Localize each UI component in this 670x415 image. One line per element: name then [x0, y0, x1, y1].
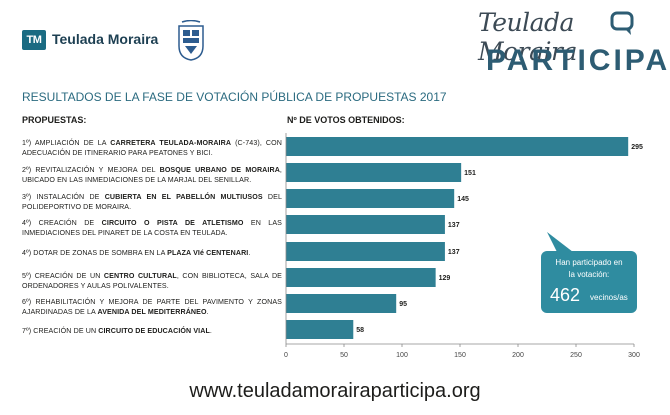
participation-callout	[541, 251, 637, 313]
speech-bubble-icon	[610, 11, 634, 35]
page-title: RESULTADOS DE LA FASE DE VOTACIÓN PÚBLIC…	[22, 90, 447, 104]
x-tick-label-100: 100	[396, 352, 408, 359]
participant-unit: vecinos/as	[590, 293, 628, 302]
proposal-rank: 7º)	[22, 327, 32, 335]
bar-2	[286, 163, 462, 182]
x-tick-label-0: 0	[284, 352, 288, 359]
proposal-highlight: BOSQUE URBANO DE MORAIRA	[159, 166, 280, 174]
proposal-rank: 3º)	[22, 193, 32, 201]
proposal-text-end: , UBICADO EN LAS INMEDIACIONES DE LA MAR…	[22, 166, 282, 184]
x-tick-label-250: 250	[570, 352, 582, 359]
bar-5	[286, 242, 445, 261]
logo-mark-letters: TM	[26, 34, 42, 46]
proposal-text: REHABILITACIÓN Y MEJORA DE PARTE DEL PAV…	[22, 298, 282, 316]
participa-script-logo: Teulada Moraira	[478, 8, 577, 66]
brand-name: Teulada Moraira	[52, 31, 159, 47]
x-tick-label-200: 200	[512, 352, 524, 359]
proposal-text: REVITALIZACIÓN Y MEJORA DEL	[35, 166, 160, 174]
town-seal-icon	[178, 20, 204, 61]
proposal-2: 2º) REVITALIZACIÓN Y MEJORA DEL BOSQUE U…	[22, 165, 282, 185]
proposal-highlight: CARRETERA TEULADA-MORAIRA	[110, 139, 232, 147]
proposal-text-end: .	[248, 249, 251, 257]
teulada-moraira-logo-mark	[22, 30, 46, 50]
callout-pointer	[547, 232, 573, 252]
proposal-text: CREACIÓN DE UN	[33, 327, 99, 335]
proposal-text: AMPLIACIÓN DE LA	[34, 139, 111, 147]
bar-value-label-4: 137	[448, 222, 460, 229]
proposal-1: 1º) AMPLIACIÓN DE LA CARRETERA TEULADA-M…	[22, 138, 282, 158]
proposal-rank: 5º)	[22, 272, 32, 280]
bar-8	[286, 320, 354, 339]
proposal-text: INSTALACIÓN DE	[36, 193, 105, 201]
bar-value-label-5: 137	[448, 249, 460, 256]
bar-1	[286, 137, 629, 156]
bar-3	[286, 189, 455, 208]
x-tick-label-150: 150	[454, 352, 466, 359]
proposal-text-end: .	[209, 327, 212, 335]
bar-value-label-8: 58	[356, 327, 364, 334]
proposal-4: 4º) CREACIÓN DE CIRCUITO O PISTA DE ATLE…	[22, 218, 282, 238]
proposal-8: 7º) CREACIÓN DE UN CIRCUITO DE EDUCACIÓN…	[22, 326, 282, 336]
bar-6	[286, 268, 436, 287]
bar-value-label-1: 295	[631, 144, 643, 151]
bar-value-label-3: 145	[457, 196, 469, 203]
proposal-text-end: EN LAS INMEDIACIONES DEL PINARET DE LA C…	[22, 219, 282, 237]
bar-value-label-2: 151	[464, 170, 476, 177]
proposal-highlight: CUBIERTA EN EL PABELLÓN MULTIUSOS	[104, 193, 263, 201]
x-tick-label-300: 300	[628, 352, 640, 359]
participant-count: 462	[550, 285, 581, 305]
proposal-highlight: CIRCUITO O PISTA DE ATLETISMO	[101, 219, 244, 227]
proposal-highlight: CIRCUITO DE EDUCACIÓN VIAL	[98, 327, 210, 335]
votes-header: Nº DE VOTOS OBTENIDOS:	[287, 115, 405, 125]
proposal-text-end: , CON BIBLIOTECA, SALA DE ORDENADORES Y …	[22, 272, 283, 290]
bar-value-label-6: 129	[439, 275, 451, 282]
proposal-text-end: (C-743), CON ADECUACIÓN DE ITINERARIO PA…	[22, 139, 282, 157]
proposal-3: 3º) INSTALACIÓN DE CUBIERTA EN EL PABELL…	[22, 192, 282, 212]
proposal-rank: 6º)	[22, 298, 32, 306]
proposal-text: CREACIÓN DE UN	[34, 272, 104, 280]
callout-text-line2: la votación:	[568, 270, 610, 279]
proposal-text-end: .	[206, 308, 209, 316]
proposal-rank: 4º)	[22, 249, 32, 257]
proposal-highlight: CENTRO CULTURAL	[103, 272, 177, 280]
proposal-5: 4º) DOTAR DE ZONAS DE SOMBRA EN LA PLAZA…	[22, 248, 282, 258]
website-link[interactable]: www.teuladamorairaparticipa.org	[189, 380, 481, 402]
bar-4	[286, 215, 445, 234]
proposal-rank: 2º)	[22, 166, 32, 174]
callout-text-line1: Han participado en	[555, 258, 623, 267]
proposal-text: CREACIÓN DE	[38, 219, 102, 227]
participa-logo-word: PARTICIPA	[486, 44, 670, 77]
proposal-highlight: PLAZA VIé CENTENARI	[167, 249, 249, 257]
proposal-text: DOTAR DE ZONAS DE SOMBRA EN LA	[33, 249, 168, 257]
proposal-text-end: DEL POLIDEPORTIVO DE MORAIRA.	[22, 193, 282, 211]
proposals-header: PROPUESTAS:	[22, 115, 87, 125]
bar-7	[286, 294, 397, 313]
proposal-6: 5º) CREACIÓN DE UN CENTRO CULTURAL, CON …	[22, 271, 282, 291]
proposal-rank: 1º)	[22, 139, 32, 147]
proposal-rank: 4º)	[22, 219, 32, 227]
bar-value-label-7: 95	[399, 301, 407, 308]
x-tick-label-50: 50	[340, 352, 348, 359]
proposal-7: 6º) REHABILITACIÓN Y MEJORA DE PARTE DEL…	[22, 297, 282, 317]
proposal-highlight: AVENIDA DEL MEDITERRÁNEO	[97, 308, 207, 316]
